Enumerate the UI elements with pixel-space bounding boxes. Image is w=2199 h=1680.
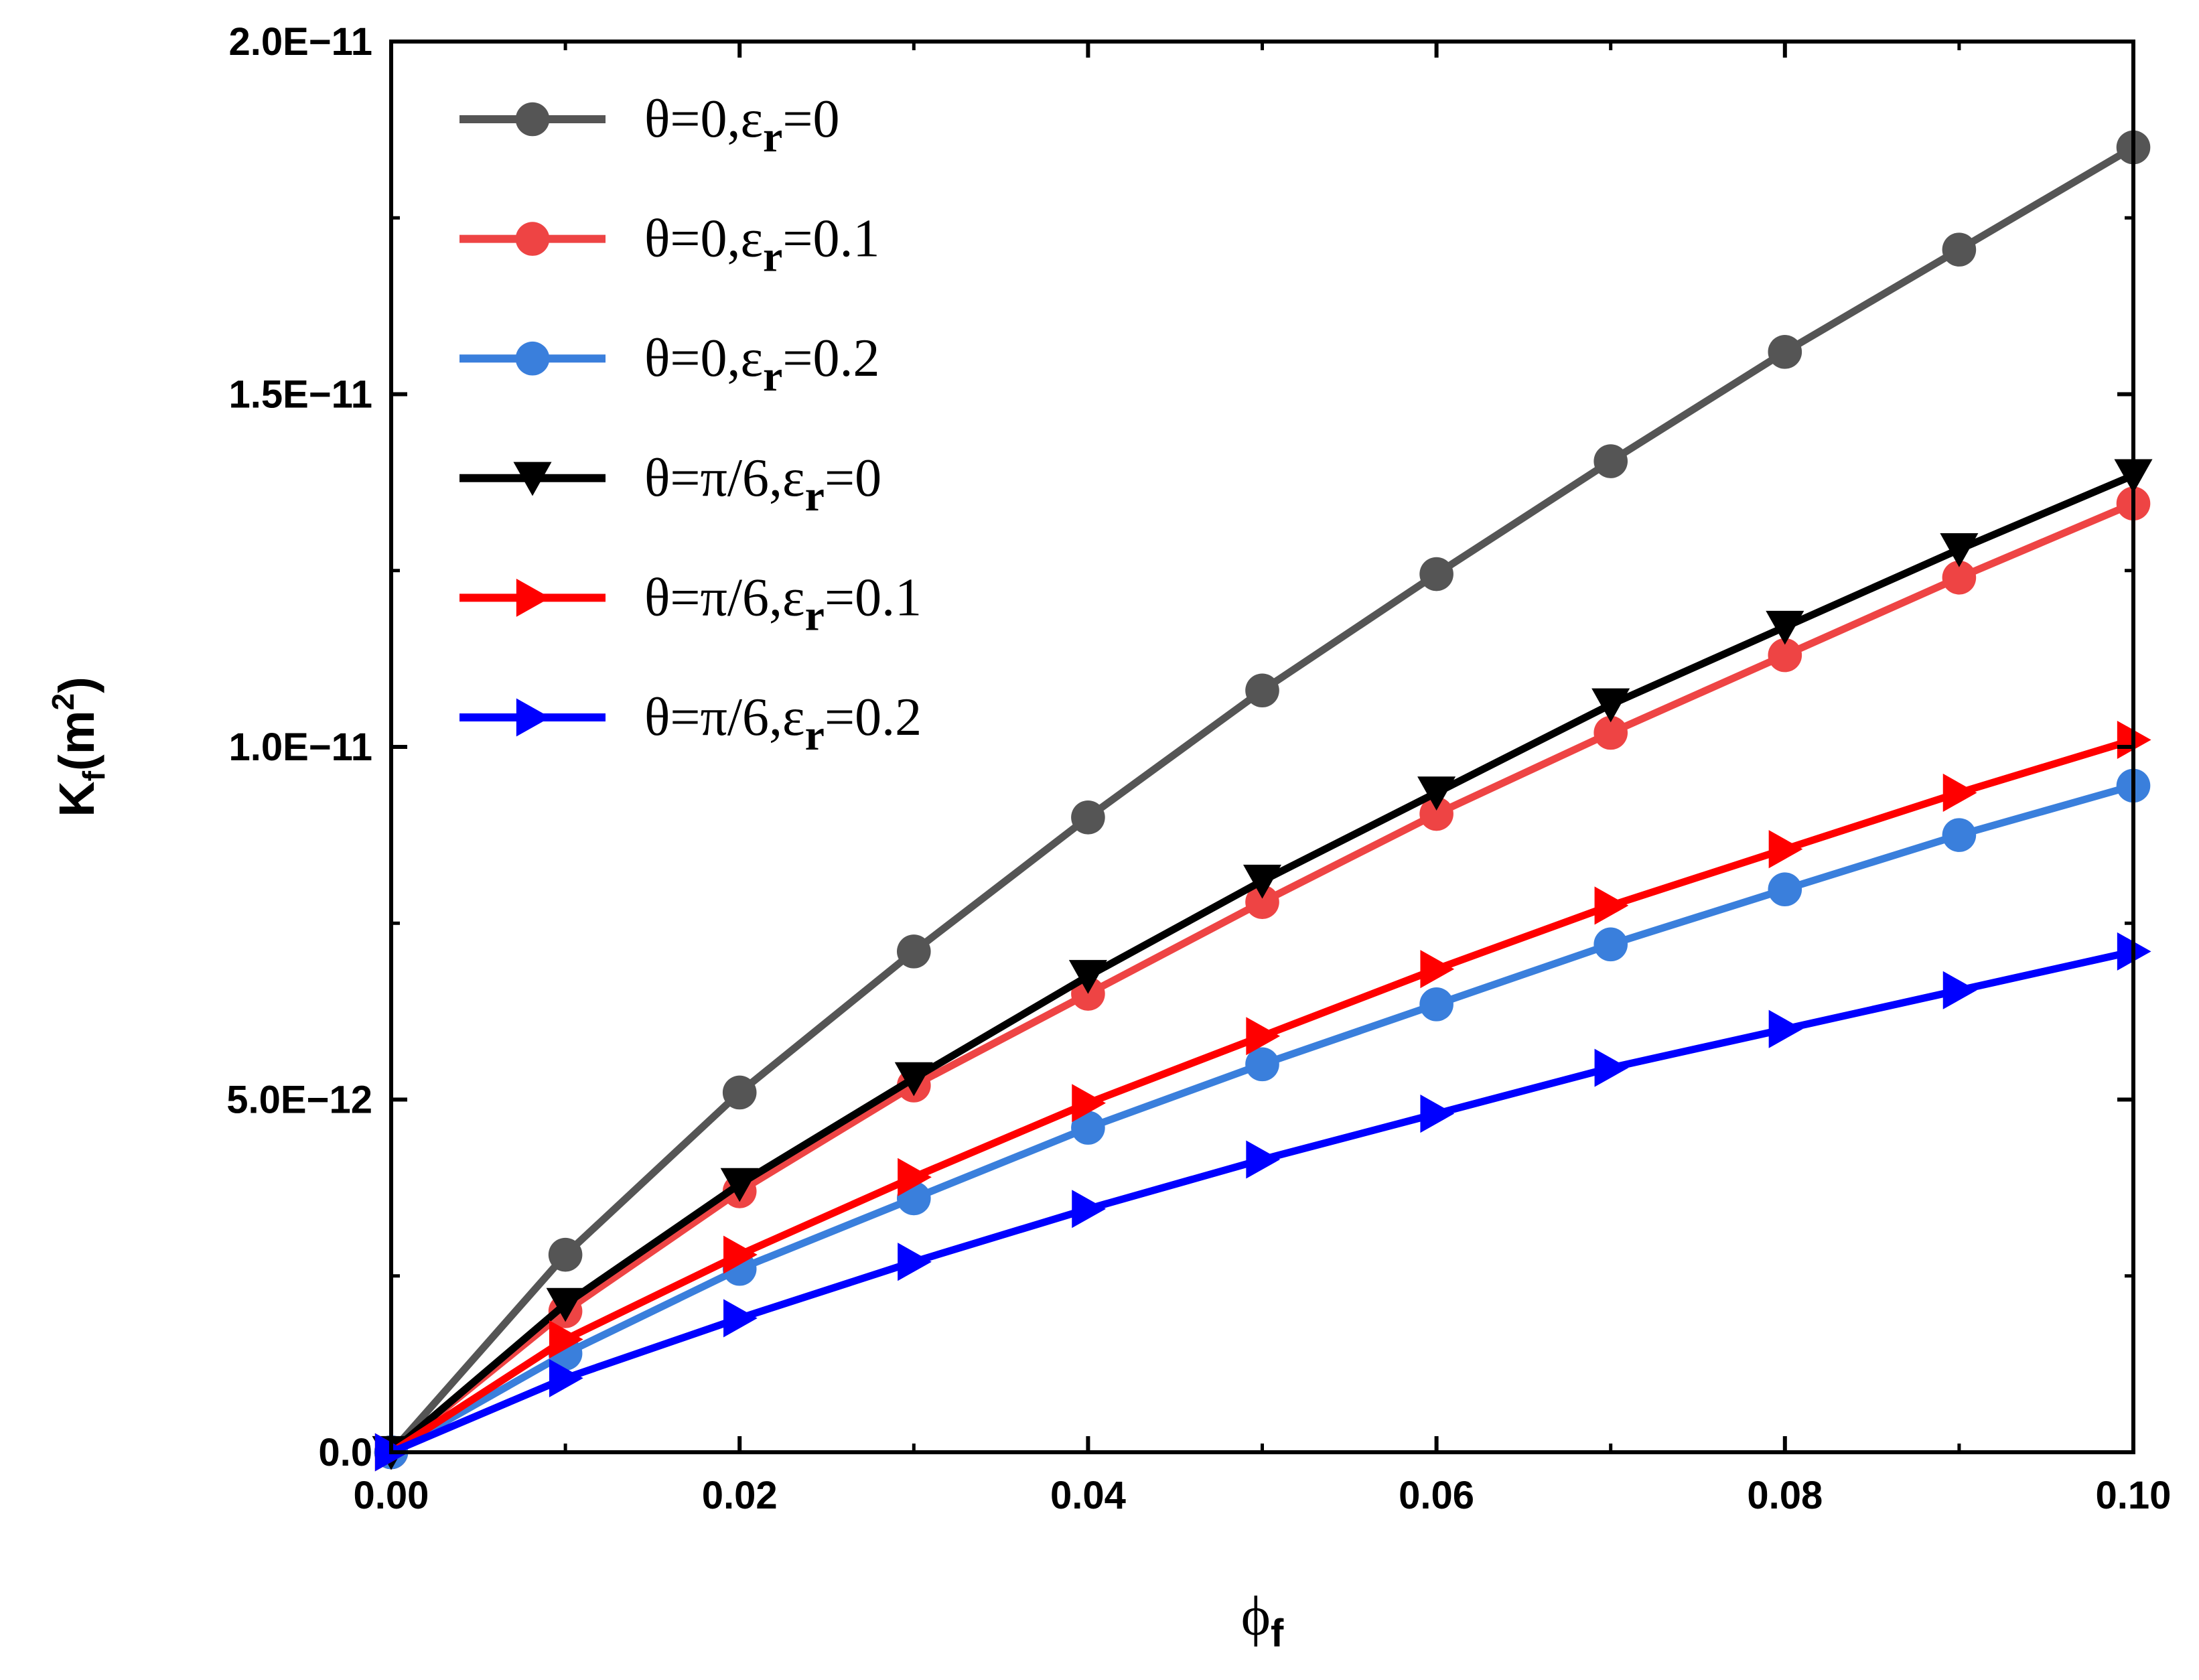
series-5 xyxy=(374,720,2151,1472)
x-axis-title-sub: f xyxy=(1271,1612,1284,1655)
data-point xyxy=(1942,560,1977,595)
y-axis-title-main: K xyxy=(49,781,104,817)
data-point xyxy=(1768,830,1803,869)
data-point xyxy=(723,1299,758,1338)
legend-item: θ=π/6,εr=0 xyxy=(459,449,881,520)
legend-label: θ=π/6,εr=0.1 xyxy=(644,568,922,640)
data-point xyxy=(1942,773,1977,812)
legend-item: θ=π/6,εr=0.1 xyxy=(459,568,922,640)
data-point xyxy=(894,1062,933,1097)
y-tick-label: 2.0E−11 xyxy=(229,20,373,64)
plot-frame xyxy=(389,40,2135,1454)
data-point xyxy=(1940,533,1979,567)
data-point xyxy=(1768,872,1802,907)
legend-marker xyxy=(513,462,552,496)
x-tick-label: 0.02 xyxy=(702,1474,778,1517)
series-1 xyxy=(374,130,2151,1470)
data-point xyxy=(1071,800,1105,835)
ticks-layer: 0.00 0.02 0.04 0.06 0.08 0.10 0.0 5.0E−12 1.0E−1… xyxy=(226,20,2171,1517)
data-point xyxy=(1942,232,1977,267)
legend-label: θ=0,εr=0.1 xyxy=(644,210,879,281)
data-point xyxy=(1072,1084,1106,1123)
data-point xyxy=(898,1243,932,1281)
data-point xyxy=(1245,885,1279,919)
series-layer xyxy=(372,130,2153,1472)
legend-marker xyxy=(516,698,551,737)
data-point xyxy=(1593,444,1628,478)
y-tick-label: 1.0E−11 xyxy=(229,725,373,769)
y-axis-title-sup: 2 xyxy=(46,693,80,711)
y-axis-title: Kf(m2) xyxy=(46,677,111,817)
data-point xyxy=(1942,818,1977,852)
data-point xyxy=(897,934,931,969)
data-point xyxy=(723,1235,758,1274)
data-point xyxy=(1593,927,1628,962)
data-point xyxy=(1594,1048,1629,1087)
y-axis-title-rest-close: ) xyxy=(49,677,104,693)
data-point xyxy=(549,1320,583,1359)
y-tick-label: 1.5E−11 xyxy=(229,373,373,417)
data-point xyxy=(1245,1047,1279,1082)
series-2 xyxy=(374,486,2151,1470)
data-point xyxy=(1071,1111,1105,1145)
data-point xyxy=(1593,715,1628,750)
legend-label: θ=π/6,εr=0 xyxy=(644,449,881,520)
legend-label: θ=π/6,εr=0.2 xyxy=(644,688,922,760)
x-tick-label: 0.04 xyxy=(1050,1474,1126,1517)
data-point xyxy=(898,1158,932,1196)
data-point xyxy=(1068,960,1107,994)
legend-marker xyxy=(515,102,550,137)
y-tick-label: 5.0E−12 xyxy=(226,1078,372,1122)
data-point xyxy=(1245,673,1279,708)
x-tick-label: 0.10 xyxy=(2096,1474,2172,1517)
data-point xyxy=(720,1168,759,1202)
series-6 xyxy=(374,932,2151,1472)
x-axis-title: ϕf xyxy=(1241,1585,1284,1655)
legend-marker xyxy=(515,341,550,376)
data-point xyxy=(1419,796,1453,831)
x-tick-label: 0.06 xyxy=(1399,1474,1474,1517)
data-point xyxy=(722,1075,757,1110)
legend-label: θ=0,εr=0.2 xyxy=(644,329,879,401)
legend-item: θ=0,εr=0.1 xyxy=(459,210,879,281)
legend: θ=0,εr=0 θ=0,εr=0.1 θ=0,εr=0.2 θ=π/6,εr=0 θ=… xyxy=(459,90,922,760)
y-axis-title-sub: f xyxy=(76,770,111,781)
data-point xyxy=(1766,610,1804,645)
data-point xyxy=(546,1287,585,1322)
data-point xyxy=(1246,1140,1281,1179)
data-point xyxy=(1419,987,1453,1022)
legend-item: θ=0,εr=0 xyxy=(459,90,839,161)
x-tick-label: 0.00 xyxy=(354,1474,429,1517)
y-axis-title-rest-open: (m xyxy=(49,711,104,771)
legend-item: θ=0,εr=0.2 xyxy=(459,329,879,401)
data-point xyxy=(1072,1190,1106,1229)
data-point xyxy=(1591,688,1630,723)
data-point xyxy=(548,1237,583,1272)
data-point xyxy=(1768,638,1802,673)
data-point xyxy=(1768,335,1802,369)
data-point xyxy=(1594,886,1629,925)
data-point xyxy=(1246,1017,1281,1056)
data-point xyxy=(1417,776,1456,811)
data-point xyxy=(549,1358,583,1397)
x-tick-label: 0.08 xyxy=(1747,1474,1823,1517)
legend-marker xyxy=(515,222,550,256)
y-tick-label: 0.0 xyxy=(318,1431,372,1474)
data-point xyxy=(1942,971,1977,1009)
legend-label: θ=0,εr=0 xyxy=(644,90,839,161)
legend-item: θ=π/6,εr=0.2 xyxy=(459,688,922,760)
data-point xyxy=(1420,1095,1455,1133)
x-axis-title-main: ϕ xyxy=(1241,1585,1271,1647)
legend-marker xyxy=(516,578,551,617)
data-point xyxy=(1243,864,1282,899)
data-point xyxy=(1419,557,1453,591)
data-point xyxy=(1768,1009,1803,1048)
data-point xyxy=(1420,950,1455,989)
